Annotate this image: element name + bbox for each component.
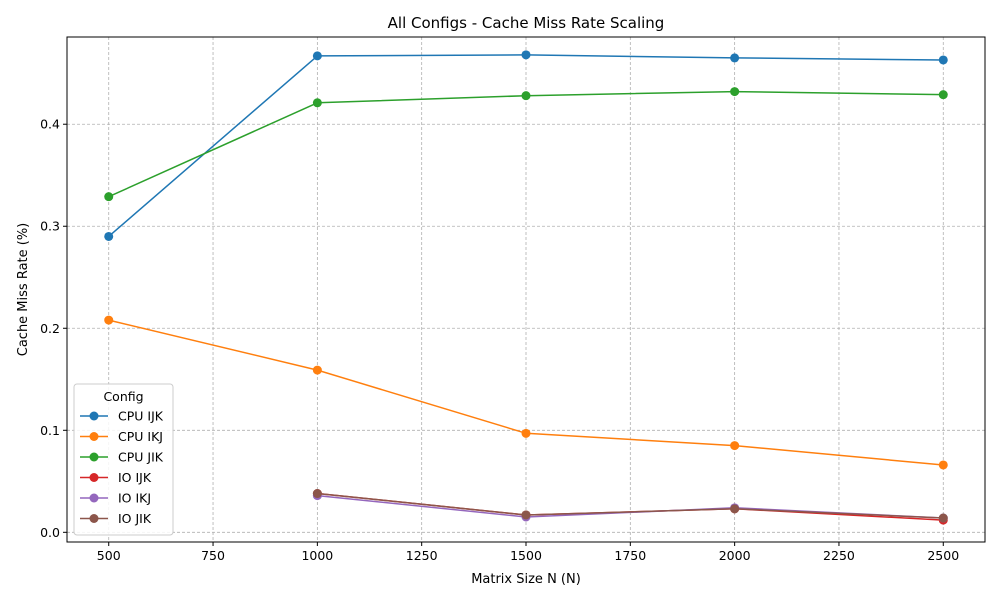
y-tick-label: 0.3: [40, 219, 60, 234]
legend-label: IO IKJ: [118, 491, 151, 506]
data-point: [938, 55, 948, 65]
x-tick-label: 1250: [406, 548, 438, 563]
series-cpu-jik: [104, 87, 948, 202]
legend-marker: [89, 411, 99, 421]
legend-item: IO IJK: [80, 470, 152, 485]
data-point: [730, 87, 740, 97]
legend-label: IO JIK: [118, 511, 152, 526]
legend-marker: [89, 473, 99, 482]
legend-marker: [89, 514, 99, 523]
x-tick-label: 1000: [301, 548, 333, 563]
data-point: [312, 51, 322, 61]
data-point: [521, 50, 531, 60]
legend-item: CPU JIK: [80, 450, 164, 465]
y-tick-label: 0.0: [40, 525, 60, 540]
x-axis: 500 750 1000 1250 1500 1750 2000 2250 2500: [97, 542, 959, 563]
data-point: [938, 90, 948, 100]
legend-label: CPU JIK: [118, 450, 164, 465]
legend-label: CPU IKJ: [118, 429, 163, 444]
y-axis-label: Cache Miss Rate (%): [16, 223, 31, 357]
series-cpu-ikj: [104, 315, 948, 470]
data-point: [312, 365, 322, 375]
data-point: [312, 98, 322, 108]
y-axis: 0.0 0.1 0.2 0.3 0.4: [40, 117, 67, 540]
legend-title: Config: [103, 389, 143, 404]
x-tick-label: 1500: [510, 548, 542, 563]
data-point: [938, 460, 948, 470]
series-line: [317, 492, 944, 519]
data-point: [104, 315, 114, 325]
legend-item: IO JIK: [80, 511, 152, 526]
data-point: [730, 53, 740, 63]
series-io-jik: [312, 489, 948, 523]
x-tick-label: 750: [201, 548, 225, 563]
data-point: [938, 513, 948, 523]
legend-label: CPU IJK: [118, 409, 164, 424]
data-point: [104, 192, 114, 202]
x-tick-label: 1750: [614, 548, 646, 563]
data-point: [104, 231, 114, 241]
legend: Config CPU IJK CPU IKJ CPU JIK IO IJK IO IKJ I…: [73, 383, 174, 536]
data-point: [521, 510, 531, 520]
y-tick-label: 0.4: [40, 117, 60, 132]
legend-marker: [89, 493, 99, 503]
grid: [67, 37, 985, 542]
data-point: [730, 504, 740, 514]
y-tick-label: 0.2: [40, 321, 60, 336]
legend-marker: [89, 432, 99, 441]
legend-label: IO IJK: [118, 470, 152, 485]
data-point: [521, 428, 531, 438]
x-tick-label: 2250: [823, 548, 855, 563]
data-point: [730, 441, 740, 451]
series-cpu-ijk: [104, 50, 948, 241]
x-tick-label: 2000: [719, 548, 751, 563]
y-tick-label: 0.1: [40, 423, 60, 438]
data-point: [521, 91, 531, 101]
legend-item: IO IKJ: [80, 491, 151, 506]
chart-title: All Configs - Cache Miss Rate Scaling: [388, 14, 665, 32]
legend-item: CPU IKJ: [80, 429, 163, 444]
x-tick-label: 500: [97, 548, 121, 563]
series-layer: [104, 50, 948, 525]
x-tick-label: 2500: [927, 548, 959, 563]
data-point: [312, 489, 322, 499]
legend-marker: [89, 452, 99, 462]
legend-item: CPU IJK: [80, 409, 164, 424]
x-axis-label: Matrix Size N (N): [471, 572, 581, 587]
